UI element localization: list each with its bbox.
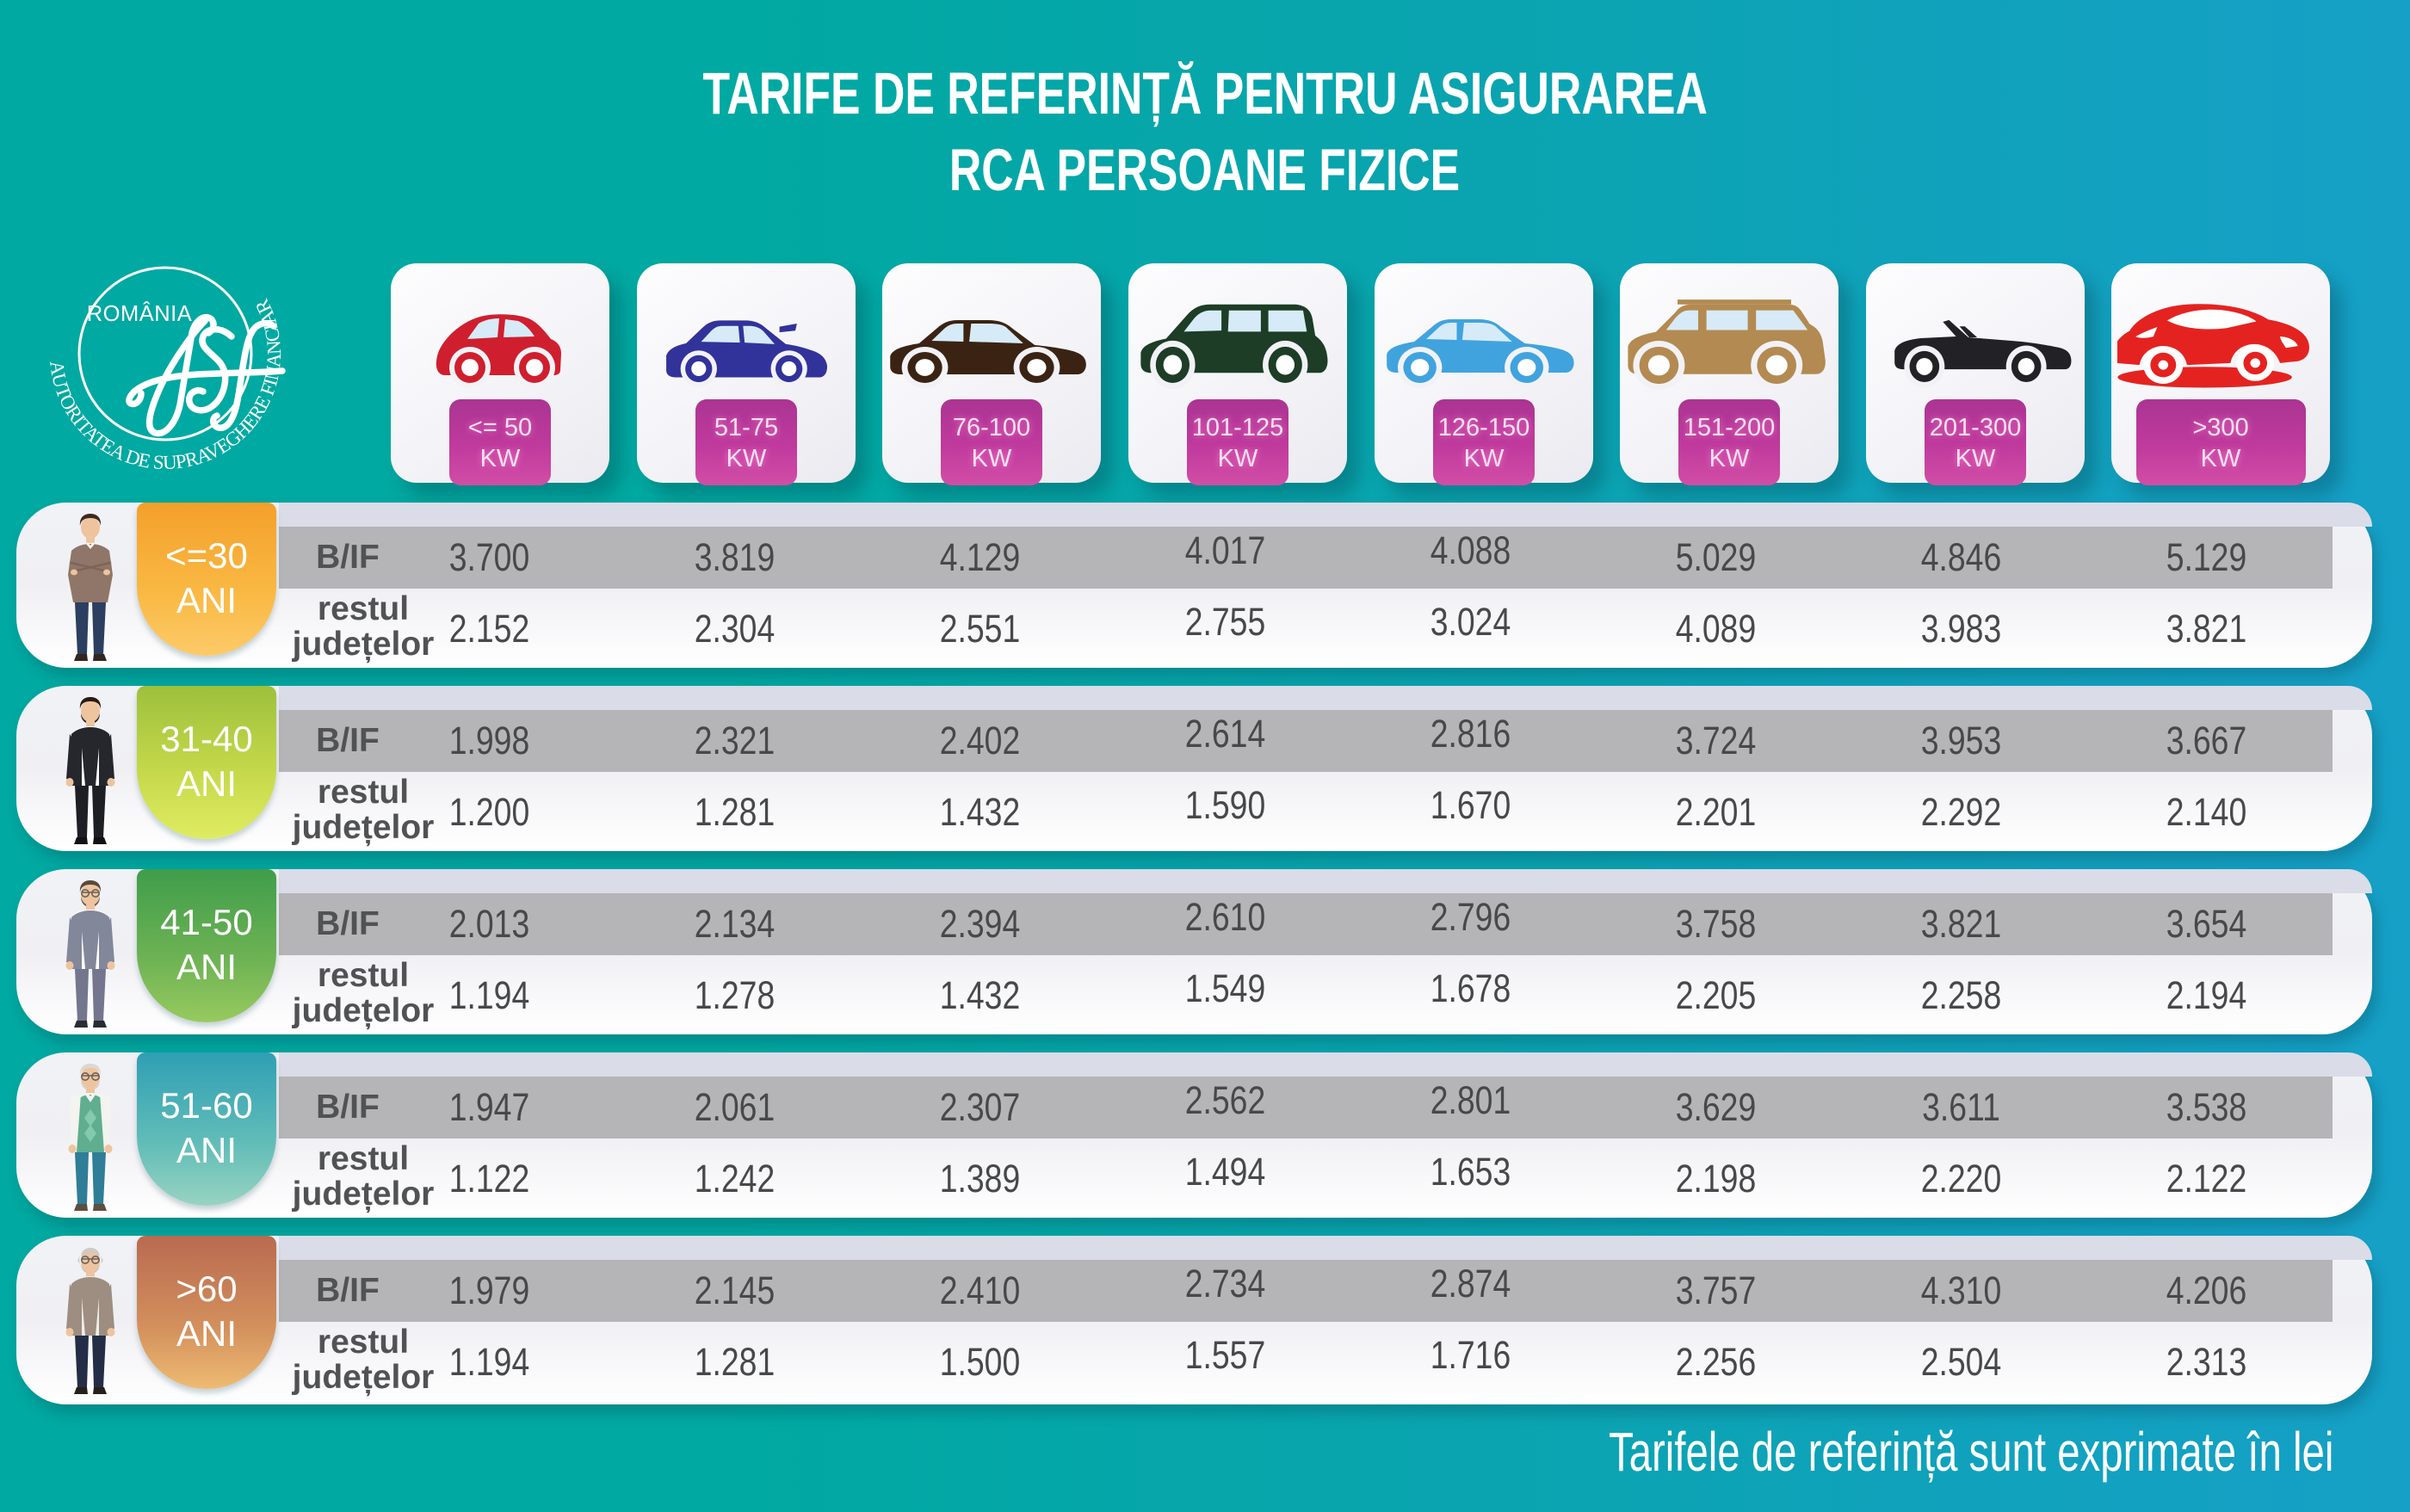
svg-text:ROMÂNIA: ROMÂNIA (87, 301, 193, 326)
